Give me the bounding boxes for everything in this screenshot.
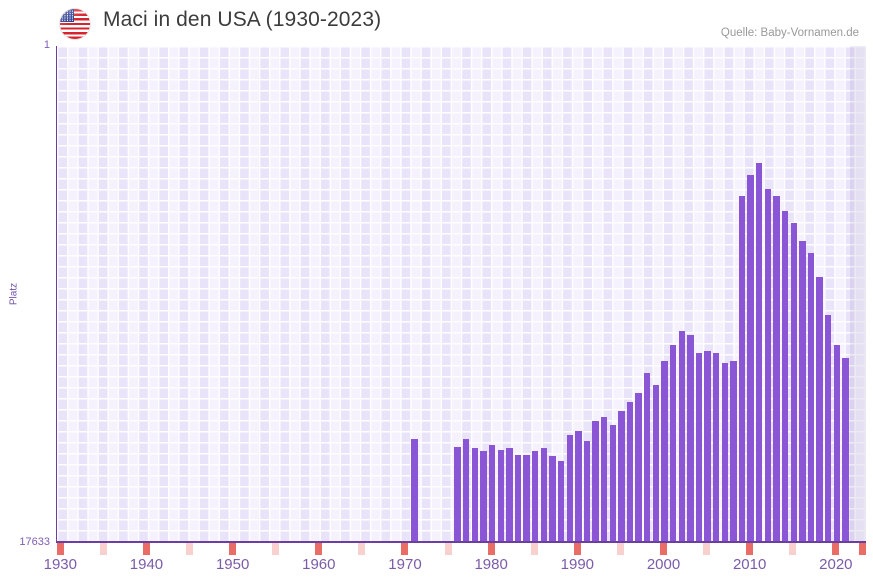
bar [652, 385, 660, 541]
bar [609, 425, 616, 541]
x-axis-label: 1980 [474, 556, 508, 573]
bar [497, 450, 504, 541]
x-tick-mark [789, 542, 797, 555]
x-axis-tick-marks [56, 542, 866, 555]
x-axis-label: 1990 [560, 556, 595, 573]
bar [704, 351, 711, 541]
plot-area [56, 46, 866, 541]
bar [523, 455, 530, 541]
bar [557, 461, 565, 541]
x-tick-mark [56, 542, 64, 555]
x-axis-label: 1970 [388, 556, 422, 573]
bar [454, 447, 461, 541]
bar [790, 223, 797, 541]
bar [687, 335, 694, 541]
bar [506, 448, 513, 541]
bar [514, 455, 522, 541]
us-flag-icon [60, 9, 90, 39]
bar [463, 439, 470, 541]
bar [825, 315, 832, 541]
y-tick-label-top: 1 [43, 39, 50, 51]
bar [592, 421, 599, 541]
bar [799, 241, 806, 541]
bar [583, 441, 591, 541]
x-tick-mark [186, 542, 194, 555]
y-tick-label-bottom: 17633 [19, 536, 50, 548]
bar [661, 361, 668, 541]
bar [781, 211, 789, 541]
x-tick-mark [99, 542, 107, 555]
x-tick-mark [746, 542, 754, 555]
x-axis-label: 1940 [129, 556, 164, 573]
y-axis-title: Platz [8, 282, 20, 305]
source-attribution: Quelle: Baby-Vornamen.de [720, 27, 859, 39]
bar [626, 402, 634, 541]
x-tick-mark [315, 542, 323, 555]
bar [721, 363, 728, 541]
bar [488, 445, 496, 541]
bar-series [57, 46, 866, 541]
x-axis-labels: 1930 1940 1950 1960 1970 1980 1990 2000 2010 2020 [44, 556, 866, 584]
bar [566, 435, 573, 541]
x-tick-mark [358, 542, 366, 555]
x-axis-label: 2020 [819, 556, 853, 573]
x-tick-mark [487, 542, 495, 555]
x-tick-mark [573, 542, 581, 555]
x-tick-mark [444, 542, 452, 555]
bar [730, 361, 737, 541]
bar [747, 175, 754, 541]
x-tick-mark [703, 542, 711, 555]
x-axis-label: 2000 [646, 556, 681, 573]
x-tick-mark [616, 542, 624, 555]
bar [532, 451, 539, 541]
x-tick-mark [660, 542, 667, 555]
x-tick-mark [272, 542, 280, 555]
bar [695, 353, 703, 541]
bar [411, 439, 418, 541]
bar [738, 196, 746, 541]
y-axis: 1 17633 Platz [0, 39, 55, 548]
x-axis-label: 2010 [732, 556, 767, 573]
bar [669, 345, 677, 541]
bar [807, 253, 815, 541]
x-tick-mark [142, 542, 150, 555]
bar [618, 411, 625, 541]
x-tick-mark [401, 542, 409, 555]
bar [644, 373, 651, 541]
bar [600, 417, 608, 541]
bar [480, 451, 487, 541]
x-tick-mark [229, 542, 237, 555]
bar [842, 358, 849, 541]
bar [540, 448, 548, 541]
bar [471, 448, 479, 541]
bar [678, 331, 685, 541]
x-axis-line [56, 541, 866, 543]
bar [549, 456, 556, 541]
bar [764, 189, 772, 541]
x-tick-mark [832, 542, 840, 555]
x-axis-label: 1960 [302, 556, 336, 573]
flag-canton [60, 9, 74, 22]
flag-gloss [60, 9, 90, 39]
bar [756, 163, 763, 541]
bar [816, 277, 823, 541]
x-tick-mark [530, 542, 538, 555]
x-tick-mark [859, 542, 866, 555]
x-axis-label: 1930 [43, 556, 77, 573]
bar [713, 353, 720, 541]
x-axis-label: 1950 [215, 556, 250, 573]
bar [773, 196, 780, 541]
chart-header: Maci in den USA (1930-2023) Quelle: Baby… [0, 0, 873, 44]
bar [575, 431, 582, 541]
bar [833, 345, 841, 541]
chart-title: Maci in den USA (1930-2023) [103, 8, 382, 31]
bar [635, 393, 642, 541]
